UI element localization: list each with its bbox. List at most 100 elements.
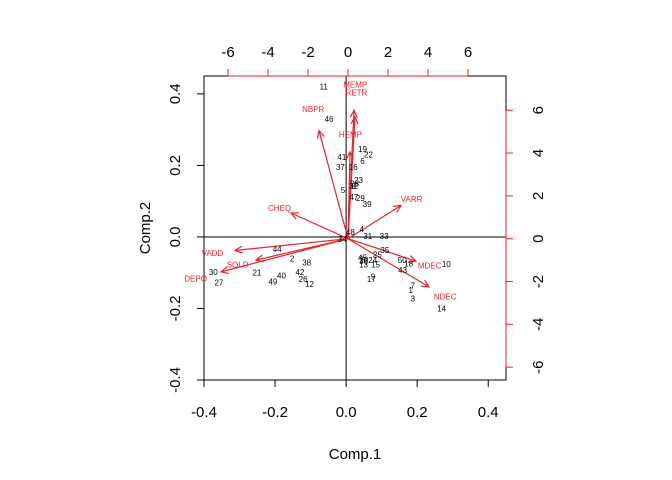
left-tick-label: 0.0 <box>167 227 184 248</box>
loading-arrow-hemp: HEMP <box>339 131 362 239</box>
observation-point: 13 <box>359 260 368 269</box>
observation-point: 48 <box>346 228 355 237</box>
arrow-shaft <box>347 116 356 239</box>
observation-point: 6 <box>360 157 365 166</box>
y-axis-title: Comp.2 <box>137 202 154 255</box>
observation-point: 49 <box>268 278 277 287</box>
variable-label: MDEC <box>418 262 442 271</box>
top-axis: -6 -4 -2 0 2 4 6 <box>221 44 472 77</box>
top-tick-label: -4 <box>261 44 274 61</box>
observation-point: 20 <box>359 255 368 264</box>
right-tick-label: -2 <box>530 275 547 288</box>
observation-point: 8 <box>351 182 356 191</box>
top-tick-label: 0 <box>344 44 352 61</box>
observation-point: 19 <box>358 145 367 154</box>
arrow-shaft <box>347 151 351 239</box>
right-tick-label: 2 <box>530 192 547 200</box>
observation-point: 9 <box>371 273 376 282</box>
observation-point: 17 <box>367 275 376 284</box>
observation-point: 7 <box>411 282 416 291</box>
observation-point: 36 <box>359 257 368 266</box>
observation-point: 47 <box>349 193 358 202</box>
arrow-shaft <box>318 130 349 239</box>
variable-label: NBPR <box>302 105 324 114</box>
observation-point: 40 <box>277 272 286 281</box>
arrow-head <box>345 150 354 160</box>
observation-point: 4 <box>360 225 365 234</box>
bottom-tick-label: -0.2 <box>262 404 288 421</box>
right-axis: -6 -4 -2 0 2 4 6 <box>505 106 547 374</box>
observation-point: 10 <box>442 260 451 269</box>
right-tick-label: -4 <box>530 318 547 331</box>
variable-label: SOLD <box>227 260 249 269</box>
left-tick-label: 0.2 <box>167 155 184 176</box>
loading-arrow-varr: VARR <box>347 195 423 240</box>
observation-point: 29 <box>356 194 365 203</box>
arrow-shaft <box>347 238 430 288</box>
observation-point: 28 <box>350 180 359 189</box>
x-axis-title: Comp.1 <box>329 446 382 463</box>
top-tick-label: -6 <box>221 44 234 61</box>
variable-label: HEMP <box>339 131 362 140</box>
observation-point: 30 <box>209 268 218 277</box>
arrow-head <box>392 204 403 213</box>
variable-label: CHEQ <box>268 204 291 213</box>
observation-point: 2 <box>290 254 295 263</box>
observation-point: 12 <box>305 280 314 289</box>
variable-label: RETR <box>346 88 368 97</box>
variable-label: MEMP <box>343 81 367 90</box>
arrow-shaft <box>290 212 349 240</box>
observation-point: 41 <box>337 153 346 162</box>
observation-point: 38 <box>302 259 311 268</box>
loading-arrow-cheq: CHEQ <box>268 204 349 240</box>
observation-point: 3 <box>411 294 416 303</box>
bottom-tick-label: 0.4 <box>478 404 499 421</box>
observation-point: 18 <box>404 259 413 268</box>
left-axis: -0.4 -0.2 0.0 0.2 0.4 <box>167 83 205 393</box>
observation-point: 32 <box>349 182 358 191</box>
loading-arrow-retr: RETR <box>346 88 368 239</box>
arrow-head <box>233 245 243 254</box>
observation-point: 39 <box>363 200 372 209</box>
left-tick-label: 0.4 <box>167 83 184 104</box>
observation-point: 34 <box>338 235 347 244</box>
loading-arrow-depo: DEPO <box>184 238 349 284</box>
observation-point: 11 <box>320 83 329 92</box>
observation-point: 50 <box>398 256 407 265</box>
observation-point: 44 <box>273 245 282 254</box>
observation-point: 15 <box>371 260 380 269</box>
observation-labels: 1234567891011121314151617181920212223242… <box>209 83 452 314</box>
observation-point: 46 <box>325 115 334 124</box>
observation-point: 45 <box>358 254 367 263</box>
bottom-tick-label: 0.0 <box>336 404 357 421</box>
right-tick-label: 6 <box>530 106 547 114</box>
observation-point: 14 <box>437 304 446 313</box>
top-tick-label: 4 <box>424 44 432 61</box>
bottom-axis: -0.4 -0.2 0.0 0.2 0.4 <box>191 379 499 421</box>
observation-point: 42 <box>295 268 304 277</box>
arrow-shaft <box>234 238 349 252</box>
loading-arrow-ndec: NDEC <box>347 238 457 302</box>
observation-point: 31 <box>363 232 372 241</box>
top-tick-label: 2 <box>384 44 392 61</box>
arrow-head <box>407 255 418 263</box>
observation-point: 1 <box>409 286 414 295</box>
left-tick-label: -0.4 <box>167 367 184 393</box>
variable-label: NDEC <box>434 293 457 302</box>
observation-point: 22 <box>364 151 373 160</box>
bottom-tick-label: -0.4 <box>191 404 217 421</box>
variable-label: DEPO <box>184 275 207 284</box>
loading-arrow-mdec: MDEC <box>347 238 442 271</box>
right-tick-label: 0 <box>530 235 547 243</box>
observation-point: 5 <box>341 186 346 195</box>
bottom-tick-label: 0.2 <box>407 404 428 421</box>
observation-point: 21 <box>252 268 261 277</box>
observation-point: 26 <box>299 275 308 284</box>
variable-label: VARR <box>401 195 423 204</box>
arrow-shaft <box>220 238 349 273</box>
observation-point: 25 <box>373 250 382 259</box>
arrow-head <box>289 212 300 220</box>
arrow-head <box>316 129 325 139</box>
observation-point: 33 <box>380 232 389 241</box>
